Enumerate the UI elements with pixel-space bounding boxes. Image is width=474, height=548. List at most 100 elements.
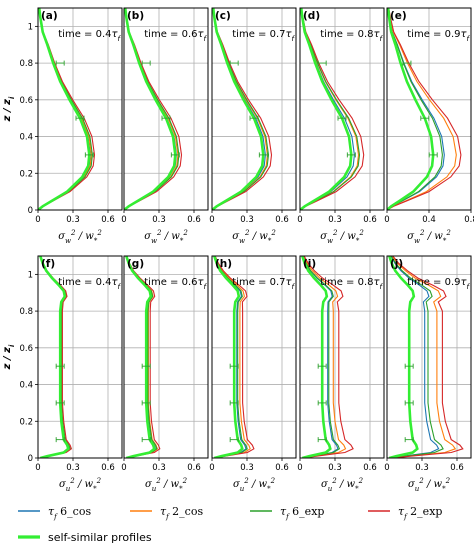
- x-tick-label: 0: [35, 215, 40, 225]
- panel-g: 0 0.3 0.6 (g)time = 0.6τf σu2 / w*2: [121, 255, 209, 493]
- panel-c: 0 0.3 0.6 (c)time = 0.7τf σw2 / w*2: [209, 7, 297, 245]
- x-tick-label: 0.6: [275, 463, 289, 473]
- time-label: time = 0.4τf: [58, 277, 121, 291]
- y-tick-label: 0.2: [19, 417, 33, 427]
- panel-e: 0 0.4 0.8 (e)time = 0.9τf σw2 / w*2: [384, 7, 474, 245]
- x-tick-label: 0.3: [328, 215, 342, 225]
- x-tick-label: 0: [297, 215, 302, 225]
- time-label: time = 0.6τf: [144, 29, 207, 43]
- panel-label: (a): [41, 10, 58, 22]
- y-tick-label: 0: [28, 206, 33, 216]
- x-tick-label: 0: [209, 463, 214, 473]
- panel-frame: [37, 7, 123, 211]
- y-tick-label: 1: [28, 22, 33, 32]
- series-line-2-exp: [392, 256, 464, 458]
- x-tick-label: 0.3: [152, 215, 166, 225]
- time-label: time = 0.9τf: [407, 29, 470, 43]
- x-tick-label: 0.6: [101, 463, 115, 473]
- selfsim-line: [39, 256, 70, 458]
- y-axis-label: z / zi: [2, 344, 16, 370]
- y-tick-label: 0.8: [19, 307, 33, 317]
- selfsim-line: [388, 256, 419, 458]
- panel-frame: [123, 7, 209, 211]
- y-axis-label: z / zi: [2, 96, 16, 122]
- x-tick-label: 0.6: [363, 463, 377, 473]
- panel-label: (b): [127, 10, 144, 22]
- x-tick-label: 0.6: [363, 215, 377, 225]
- x-tick-label: 0: [297, 463, 302, 473]
- panel-j: 0 0.3 0.6 (j) time = 0.9τf σu2 / w*2: [384, 255, 472, 493]
- series-line-6-cos: [390, 256, 440, 458]
- selfsim-line: [387, 8, 435, 210]
- time-label: time = 0.7τf: [232, 29, 295, 43]
- panel-frame: [211, 255, 297, 459]
- x-tick-label: 0.3: [240, 463, 254, 473]
- selfsim-line: [300, 8, 353, 210]
- legend-label-selfsim: self-similar profiles: [48, 531, 152, 544]
- panel-label: (e): [390, 10, 407, 22]
- time-label: time = 0.8τf: [320, 277, 383, 291]
- time-label: time = 0.7τf: [232, 277, 295, 291]
- x-axis-label: σu2 / w*2: [321, 477, 364, 493]
- x-axis-label: σw2 / w*2: [407, 229, 451, 245]
- series-line-2-exp: [126, 256, 161, 458]
- legend-label: τf 2_cos: [160, 505, 203, 521]
- x-axis-label: σu2 / w*2: [408, 477, 451, 493]
- series-line-6-exp: [214, 256, 248, 458]
- x-axis-label: σu2 / w*2: [59, 477, 102, 493]
- panel-frame: [299, 7, 385, 211]
- series-line-6-exp: [302, 256, 341, 458]
- panel-label: (i): [303, 258, 316, 270]
- x-tick-label: 0.3: [66, 215, 80, 225]
- series-line-2-exp: [303, 256, 354, 458]
- legend-label: τf 2_exp: [398, 505, 442, 521]
- panel-i: 0 0.3 0.6 (i) time = 0.8τf σu2 / w*2: [297, 255, 385, 493]
- x-axis-label: σw2 / w*2: [58, 229, 102, 245]
- x-tick-label: 0.6: [450, 463, 464, 473]
- series-line-6-exp: [390, 256, 444, 458]
- panel-label: (j): [390, 258, 403, 270]
- panel-a: 0 0.3 0.6 (a)time = 0.4τf σw2 / w*2: [35, 7, 123, 245]
- y-tick-label: 1: [28, 270, 33, 280]
- y-tick-label: 0: [28, 454, 33, 464]
- selfsim-line: [212, 8, 265, 210]
- legend-label: τf 6_cos: [48, 505, 91, 521]
- x-tick-label: 0.3: [415, 463, 429, 473]
- y-tick-label: 0.6: [19, 344, 33, 354]
- panel-frame: [37, 255, 123, 459]
- x-tick-label: 0: [384, 463, 389, 473]
- panel-d: 0 0.3 0.6 (d)time = 0.8τf σw2 / w*2: [297, 7, 385, 245]
- selfsim-line: [213, 256, 244, 458]
- panel-label: (d): [303, 10, 320, 22]
- legend-label: τf 6_exp: [280, 505, 324, 521]
- panel-h: 0 0.3 0.6 (h)time = 0.7τf σu2 / w*2: [209, 255, 297, 493]
- x-tick-label: 0.8: [464, 215, 474, 225]
- series-line-2-cos: [214, 256, 251, 458]
- x-axis-label: σu2 / w*2: [233, 477, 276, 493]
- x-tick-label: 0: [35, 463, 40, 473]
- series-line-2-exp: [214, 256, 255, 458]
- panel-frame: [299, 255, 385, 459]
- x-tick-label: 0.6: [275, 215, 289, 225]
- time-label: time = 0.8τf: [320, 29, 383, 43]
- x-tick-label: 0: [121, 463, 126, 473]
- x-axis-label: σw2 / w*2: [144, 229, 188, 245]
- x-tick-label: 0.3: [152, 463, 166, 473]
- panel-frame: [386, 255, 472, 459]
- time-label: time = 0.6τf: [144, 277, 207, 291]
- x-tick-label: 0.6: [187, 463, 201, 473]
- panel-b: 0 0.3 0.6 (b)time = 0.6τf σw2 / w*2: [121, 7, 209, 245]
- x-tick-label: 0.3: [66, 463, 80, 473]
- series-line-2-cos: [391, 256, 457, 458]
- time-label: time = 0.4τf: [58, 29, 121, 43]
- panel-frame: [211, 7, 297, 211]
- y-tick-label: 0.4: [19, 133, 33, 143]
- series-line-2-cos: [303, 256, 347, 458]
- x-tick-label: 0: [209, 215, 214, 225]
- selfsim-line: [125, 256, 156, 458]
- selfsim-line: [301, 256, 332, 458]
- x-axis-label: σu2 / w*2: [145, 477, 188, 493]
- panel-f: 0 0.3 0.6 (f)time = 0.4τf σu2 / w*2: [35, 255, 123, 493]
- panel-label: (c): [215, 10, 231, 22]
